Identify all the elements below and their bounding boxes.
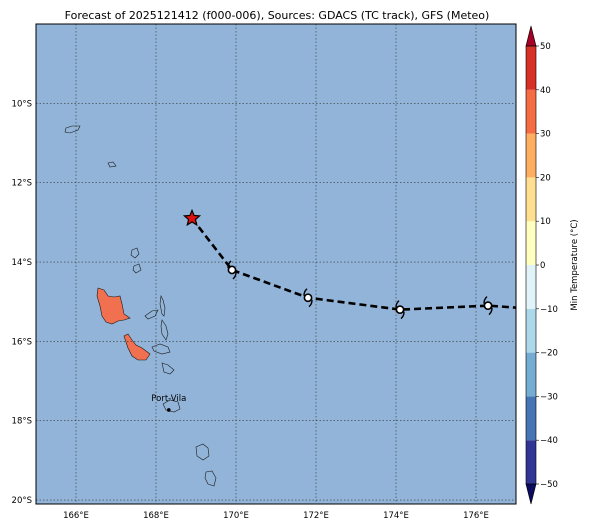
colorbar-tick-label: 10 xyxy=(540,217,551,227)
city-dot xyxy=(167,408,171,412)
colorbar-tick-label: −10 xyxy=(540,305,558,315)
colorbar-band xyxy=(526,133,536,178)
colorbar-band xyxy=(526,440,536,484)
colorbar: 50 40 30 20 10 0 −10 −20 −30 −40 −50 xyxy=(525,25,558,505)
island-tanna xyxy=(204,470,217,487)
current-position-star-icon xyxy=(182,208,202,227)
island-malekula xyxy=(123,333,151,361)
colorbar-tick-label: 30 xyxy=(540,130,551,140)
lat-tick-label: 14°S xyxy=(12,258,32,268)
colorbar-band xyxy=(526,265,536,309)
colorbar-tick-label: 20 xyxy=(540,173,551,183)
lon-tick-label: 170°E xyxy=(223,511,249,521)
island-torres xyxy=(64,125,81,134)
lon-tick-label: 174°E xyxy=(383,511,409,521)
colorbar-label: Min Temperature (°C) xyxy=(570,219,580,310)
cyclone-symbol-icon xyxy=(483,296,493,316)
cyclone-symbol-icon xyxy=(303,288,313,308)
colorbar-band xyxy=(526,89,536,134)
island-vanua-lava xyxy=(132,263,142,274)
colorbar-tick-label: 50 xyxy=(540,42,551,52)
tc-track xyxy=(182,208,517,320)
lat-tick-label: 12°S xyxy=(12,179,32,189)
lon-tick-label: 172°E xyxy=(303,511,329,521)
latitude-tick-labels: 10°S 12°S 14°S 16°S 18°S 20°S xyxy=(12,99,32,506)
lon-tick-label: 176°E xyxy=(463,511,489,521)
ocean-area xyxy=(36,24,516,504)
colorbar-band xyxy=(526,308,536,353)
colorbar-band xyxy=(526,177,536,222)
city-marker-group: Port-Vila xyxy=(151,394,186,412)
island-ambae xyxy=(144,309,159,320)
island-espiritu-santo xyxy=(96,287,131,325)
colorbar-tick-label: 40 xyxy=(540,86,551,96)
island-pentecost xyxy=(160,319,169,341)
lat-tick-label: 20°S xyxy=(12,496,32,506)
map-panel: Port-Vila xyxy=(35,23,517,505)
lat-tick-label: 16°S xyxy=(12,337,32,347)
colorbar-tick-label: −50 xyxy=(540,480,558,490)
colorbar-tick-label: −30 xyxy=(540,392,558,402)
island-ambrym xyxy=(151,343,171,355)
island-epi xyxy=(161,362,175,375)
track-line xyxy=(190,217,517,311)
colorbar-band xyxy=(526,46,536,90)
lon-tick-label: 168°E xyxy=(143,511,169,521)
island-gaua xyxy=(130,247,140,259)
map-border xyxy=(35,23,517,505)
colorbar-band xyxy=(526,221,536,265)
longitude-tick-labels: 166°E 168°E 170°E 172°E 174°E 176°E xyxy=(63,511,489,521)
colorbar-extend-low xyxy=(525,483,537,505)
island-maewo xyxy=(159,294,166,317)
figure-title: Forecast of 2025121412 (f000-006), Sourc… xyxy=(65,9,490,22)
colorbar-tick-label: −40 xyxy=(540,436,558,446)
lon-tick-label: 166°E xyxy=(63,511,89,521)
colorbar-band xyxy=(526,352,536,397)
colorbar-extend-high xyxy=(525,25,537,47)
island-efate xyxy=(162,399,181,413)
island-erromango xyxy=(195,443,210,461)
gridlines xyxy=(36,24,516,504)
lat-tick-label: 10°S xyxy=(12,99,32,109)
colorbar-band xyxy=(526,396,536,441)
colorbar-tick-label: 0 xyxy=(540,261,545,271)
city-label: Port-Vila xyxy=(151,394,186,404)
island-banks xyxy=(107,161,117,168)
colorbar-tick-label: −20 xyxy=(540,349,558,359)
cyclone-symbol-icon xyxy=(227,260,237,280)
lat-tick-label: 18°S xyxy=(12,417,32,427)
islands xyxy=(64,125,217,487)
cyclone-symbol-icon xyxy=(395,300,405,320)
